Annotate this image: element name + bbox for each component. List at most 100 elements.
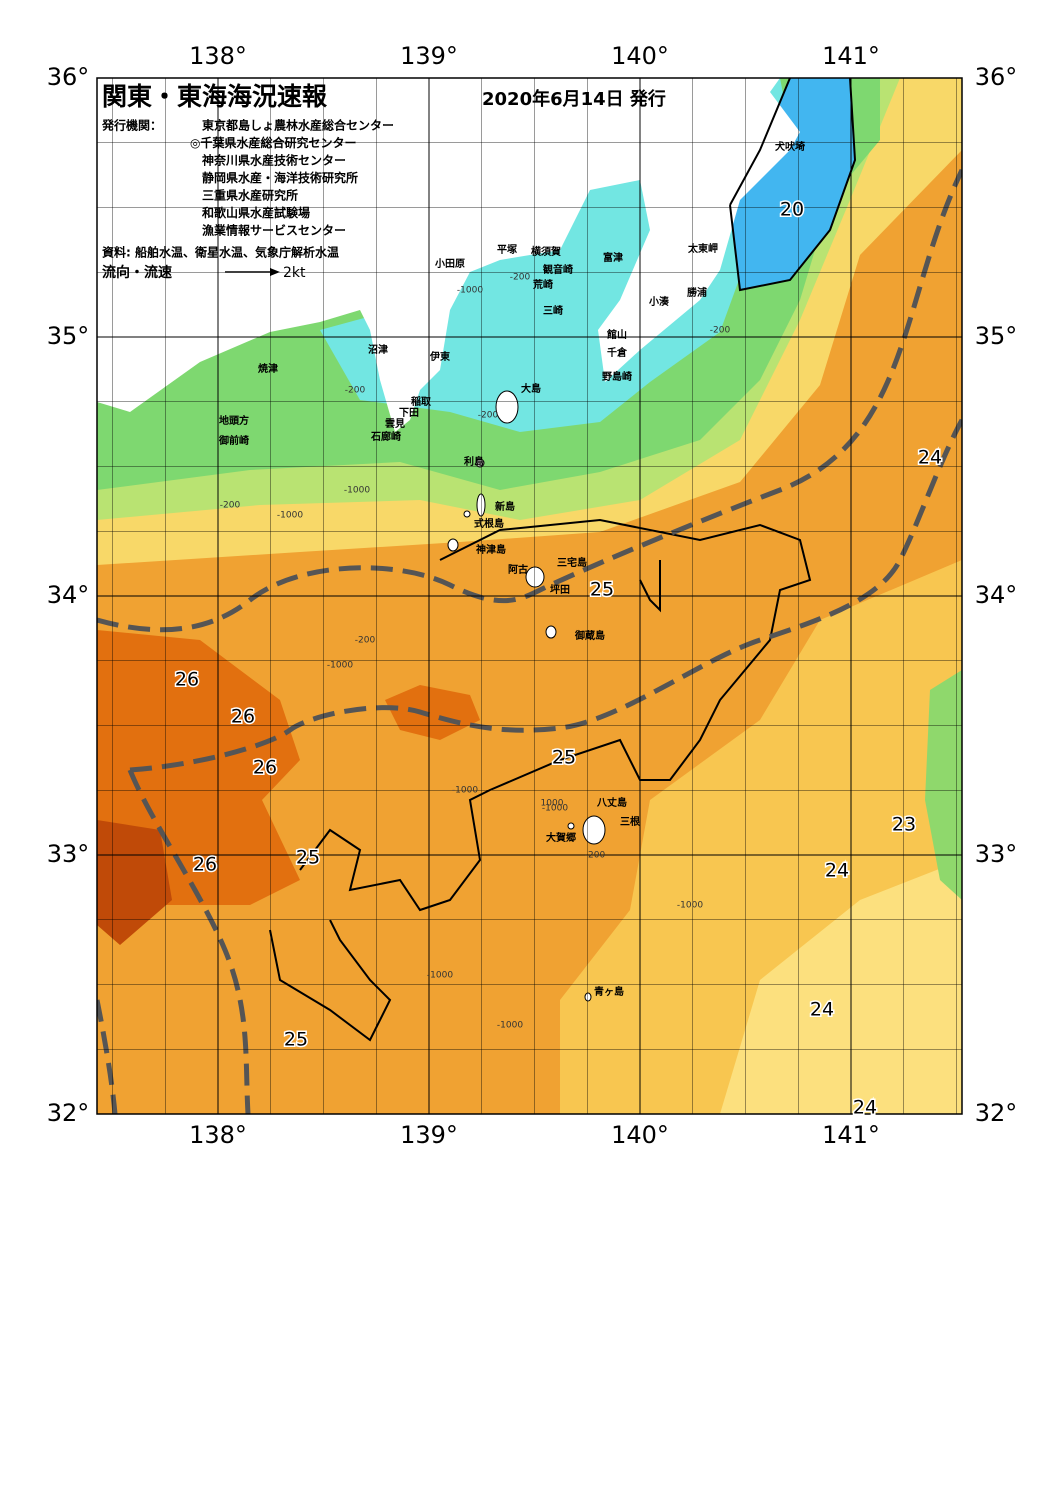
- isobath-label: -200: [510, 273, 531, 283]
- contour: [269, 919, 392, 1042]
- isobath-label: -200: [478, 411, 499, 421]
- map-area: [97, 78, 962, 1114]
- place-name: 野島崎: [602, 370, 632, 383]
- lon-label: 140°: [611, 1121, 669, 1149]
- issuer: ◎千葉県水産総合研究センター: [190, 135, 356, 150]
- isobath-label: -200: [585, 851, 606, 861]
- issuer: 神奈川県水産技術センター: [202, 153, 346, 168]
- isobath-label: -200: [345, 386, 366, 396]
- place-name: 坪田: [550, 583, 570, 596]
- island: [582, 815, 606, 845]
- issuer-label: 発行機関：: [101, 118, 162, 133]
- place-name: 大島: [521, 382, 541, 395]
- place-name: 神津島: [476, 543, 506, 556]
- lon-label: 139°: [400, 42, 458, 70]
- lat-label: 36°: [975, 63, 1018, 91]
- place-name: 式根島: [474, 517, 504, 530]
- flow-scale: 2kt: [283, 265, 306, 281]
- data-source: 資料: 船舶水温、衛星水温、気象庁解析水温: [102, 245, 339, 260]
- lat-label: 32°: [975, 1099, 1018, 1127]
- isobath-label: -200: [710, 326, 731, 336]
- place-name: 八丈島: [596, 796, 627, 809]
- isotherm-label: 24: [825, 860, 849, 882]
- isotherm-label: 23: [892, 814, 916, 836]
- island: [584, 992, 592, 1002]
- place-name: 横須賀: [531, 245, 561, 258]
- isotherm-label: 25: [284, 1029, 308, 1051]
- island: [525, 566, 545, 588]
- place-name: 稲取: [411, 395, 432, 408]
- arrow-head: [270, 268, 280, 276]
- land: [97, 78, 800, 432]
- issuer: 漁業情報サービスセンター: [202, 223, 346, 238]
- place-name: 三根: [620, 815, 640, 828]
- issue-date: 2020年6月14日 発行: [482, 88, 666, 110]
- place-name: 小湊: [648, 295, 670, 308]
- isobath-label: -1000: [344, 486, 370, 496]
- issuer: 三重県水産研究所: [202, 188, 298, 203]
- place-name: 青ヶ島: [594, 985, 624, 998]
- isobath-label: -1000: [497, 1021, 523, 1031]
- lat-label: 33°: [975, 840, 1018, 868]
- place-name: 犬吠埼: [775, 140, 805, 153]
- isobath-label: -200: [220, 501, 241, 511]
- contour: [639, 560, 661, 613]
- place-name: 観音崎: [543, 263, 573, 276]
- place-name: 下田: [399, 407, 419, 419]
- island: [447, 538, 459, 552]
- isobath-label: -1000: [457, 286, 483, 296]
- place-name: 小田原: [434, 257, 465, 270]
- lon-label: 140°: [611, 42, 669, 70]
- place-name: 伊東: [429, 350, 450, 363]
- place-name: 新島: [495, 500, 515, 513]
- island: [567, 822, 575, 830]
- isotherm-label: 24: [918, 447, 942, 469]
- isobath-label: -1000: [427, 971, 453, 981]
- isotherm-label: 26: [231, 706, 255, 728]
- lat-label: 32°: [47, 1099, 90, 1127]
- place-name: 勝浦: [687, 286, 707, 299]
- isotherm-label: 26: [253, 757, 277, 779]
- place-name: 地頭方: [219, 414, 249, 427]
- map-labels: 138° 138° 139° 139° 140° 140° 141° 141° 36° 36° 35…: [47, 42, 1018, 1149]
- issuer: 静岡県水産・海洋技術研究所: [202, 170, 358, 185]
- isobath-label: -1000: [277, 511, 303, 521]
- lat-label: 35°: [47, 322, 90, 350]
- island: [476, 493, 486, 517]
- island: [475, 458, 485, 468]
- isobath-label: -1000: [327, 661, 353, 671]
- island: [495, 390, 519, 424]
- issuer-list: 東京都島しょ農林水産総合センター ◎千葉県水産総合研究センター神奈川県水産技術セン…: [190, 118, 394, 238]
- contour: [729, 78, 857, 292]
- place-name: 三宅島: [557, 556, 587, 569]
- place-name: 富津: [603, 251, 623, 264]
- title: 関東・東海海況速報: [102, 82, 328, 111]
- place-name: 大賀郷: [546, 831, 576, 844]
- place-name: 石廊崎: [370, 430, 401, 443]
- isobath-label: -1000: [542, 804, 568, 814]
- isobath-label: 1000: [541, 799, 564, 809]
- place-name: 御蔵島: [574, 629, 605, 642]
- lon-label: 141°: [822, 42, 880, 70]
- place-name: 沼津: [368, 343, 388, 356]
- lon-label: 141°: [822, 1121, 880, 1149]
- island: [545, 625, 557, 639]
- lat-label: 34°: [975, 581, 1018, 609]
- isotherm-label: 26: [193, 854, 217, 876]
- isotherm-label: 25: [552, 747, 576, 769]
- lat-label: 35°: [975, 322, 1018, 350]
- place-name: 千倉: [607, 346, 628, 359]
- lon-label: 138°: [189, 1121, 247, 1149]
- place-name: 御前崎: [218, 434, 249, 447]
- place-name: 阿古: [508, 563, 528, 576]
- isobath-label: -200: [355, 636, 376, 646]
- place-name: 館山: [606, 328, 627, 341]
- place-name: 利島: [464, 455, 484, 468]
- lat-label: 33°: [47, 840, 90, 868]
- isobath-label: -1000: [677, 901, 703, 911]
- place-name: 太東岬: [687, 242, 718, 255]
- sea-22: [925, 670, 962, 900]
- lon-label: 138°: [189, 42, 247, 70]
- lon-label: 139°: [400, 1121, 458, 1149]
- sea-26: [385, 685, 480, 740]
